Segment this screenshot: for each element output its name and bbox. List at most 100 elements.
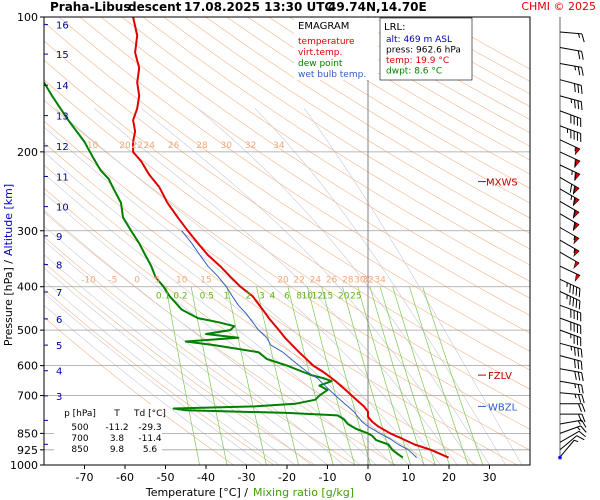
x-tick-label: 0 <box>365 471 372 484</box>
barb-flag <box>577 384 581 393</box>
levels-table-cell: 700 <box>71 434 88 444</box>
dry-adiabat <box>58 17 530 334</box>
y-tick-label: 100 <box>17 11 38 24</box>
moist-adiabat <box>44 292 263 465</box>
barb-flag <box>581 33 585 43</box>
series-layer <box>44 17 450 459</box>
barb-half-flag <box>570 98 573 104</box>
barb-flag <box>577 371 581 381</box>
legend-box <box>294 18 378 80</box>
x-tick-label: -30 <box>238 471 256 484</box>
barb-flag <box>581 372 584 382</box>
x-tick-label: -70 <box>76 471 94 484</box>
barb-flag <box>573 310 575 319</box>
barb-half-flag <box>567 128 569 133</box>
barb-staff <box>559 31 582 35</box>
mixing-ratio-label: 6 <box>284 292 290 302</box>
levels-table-bg <box>54 404 162 456</box>
levels-table-cell: 5.6 <box>143 445 158 455</box>
grid-layer <box>44 17 530 465</box>
lrl-title: LRL: <box>384 22 405 33</box>
barb-pennant <box>574 159 581 168</box>
lrl-line: temp: 19.9 °C <box>386 56 449 66</box>
barb-flag <box>576 132 578 141</box>
legend-title: EMAGRAM <box>298 21 349 32</box>
levels-table-cell: 850 <box>71 445 88 455</box>
barb-flag <box>572 297 575 307</box>
wind-barb <box>559 430 586 443</box>
wind-barb <box>559 139 581 156</box>
wind-barb <box>559 329 582 347</box>
altitude-tick-label: 11 <box>56 172 69 183</box>
x-tick-label: -10 <box>319 471 337 484</box>
barb-flag <box>581 394 585 404</box>
moist-adiabat <box>44 192 377 465</box>
barb-flag <box>573 131 575 140</box>
barb-flag <box>578 403 582 412</box>
mixing-ratio-label: 2 <box>246 292 252 302</box>
mixing-ratio-label: 0.2 <box>173 292 187 302</box>
header-mode: descent <box>128 0 182 14</box>
barb-flag <box>580 85 583 94</box>
barb-flag <box>573 359 576 369</box>
x-tick-label: -20 <box>278 471 296 484</box>
wind-barb <box>559 95 583 111</box>
barb-flag <box>580 348 583 358</box>
adiabat-label: 26 <box>168 141 180 151</box>
barb-flag <box>577 84 580 94</box>
moist-adiabat <box>44 240 328 465</box>
barb-pennant <box>573 197 580 206</box>
x-axis-label: Temperature [°C] / <box>145 486 248 499</box>
barb-flag <box>573 347 576 356</box>
barb-flag <box>581 51 584 60</box>
wind-barbs <box>558 17 587 460</box>
adiabat-label: 32 <box>245 141 256 151</box>
barb-staff <box>559 419 582 425</box>
x-axis-label-mixing: Mixing ratio [g/kg] <box>253 486 354 499</box>
barb-staff <box>559 47 582 52</box>
wind-barb <box>559 439 579 458</box>
dry-adiabat <box>44 21 530 352</box>
barb-flag <box>580 101 583 111</box>
y-tick-label: 1000 <box>10 459 38 472</box>
adiabat-label: 5 <box>155 276 161 286</box>
barb-flag <box>573 116 575 125</box>
x-tick-label: 10 <box>402 471 416 484</box>
barb-flag <box>570 129 572 139</box>
moist-adiabat <box>44 173 393 465</box>
moist-adiabat <box>44 225 344 465</box>
barb-staff <box>559 304 581 314</box>
barb-pennant <box>574 273 581 282</box>
x-tick-label: -60 <box>116 471 134 484</box>
wind-barb <box>559 176 580 195</box>
altitude-tick-label: 12 <box>56 142 69 153</box>
y-tick-label: 300 <box>17 225 38 238</box>
barb-pennant <box>574 147 581 156</box>
barb-half-flag <box>574 393 577 399</box>
barb-flag <box>569 284 571 293</box>
wind-barb <box>559 392 585 404</box>
barb-flag <box>576 311 578 321</box>
adiabat-label: 28 <box>196 141 208 151</box>
altitude-tick-label: 7 <box>56 288 62 299</box>
wind-barb <box>559 125 582 142</box>
barb-flag <box>569 296 571 305</box>
mixing-ratio-label: 0.1 <box>156 292 170 302</box>
barb-flag <box>578 413 582 423</box>
plot-background <box>44 17 530 465</box>
barb-flag <box>573 335 575 344</box>
axis-layer: -70 -60 -50 -40 -30 -20 -10 0 10 20 30100200300400… <box>2 11 531 499</box>
lrl-line: alt: 469 m ASL <box>386 35 452 45</box>
barb-staff <box>559 342 582 350</box>
barb-flag <box>570 114 572 124</box>
wind-barb <box>559 213 580 231</box>
dry-adiabat <box>142 17 530 266</box>
barb-staff <box>559 63 582 68</box>
adiabat-label: 24 <box>310 276 322 286</box>
wind-barb <box>559 188 580 206</box>
mixing-ratio-label: 1 <box>224 292 230 302</box>
adiabat-label: 24 <box>144 141 156 151</box>
barb-flag <box>573 99 576 109</box>
wind-barb <box>559 227 580 245</box>
adiabat-label: 34 <box>374 276 386 286</box>
